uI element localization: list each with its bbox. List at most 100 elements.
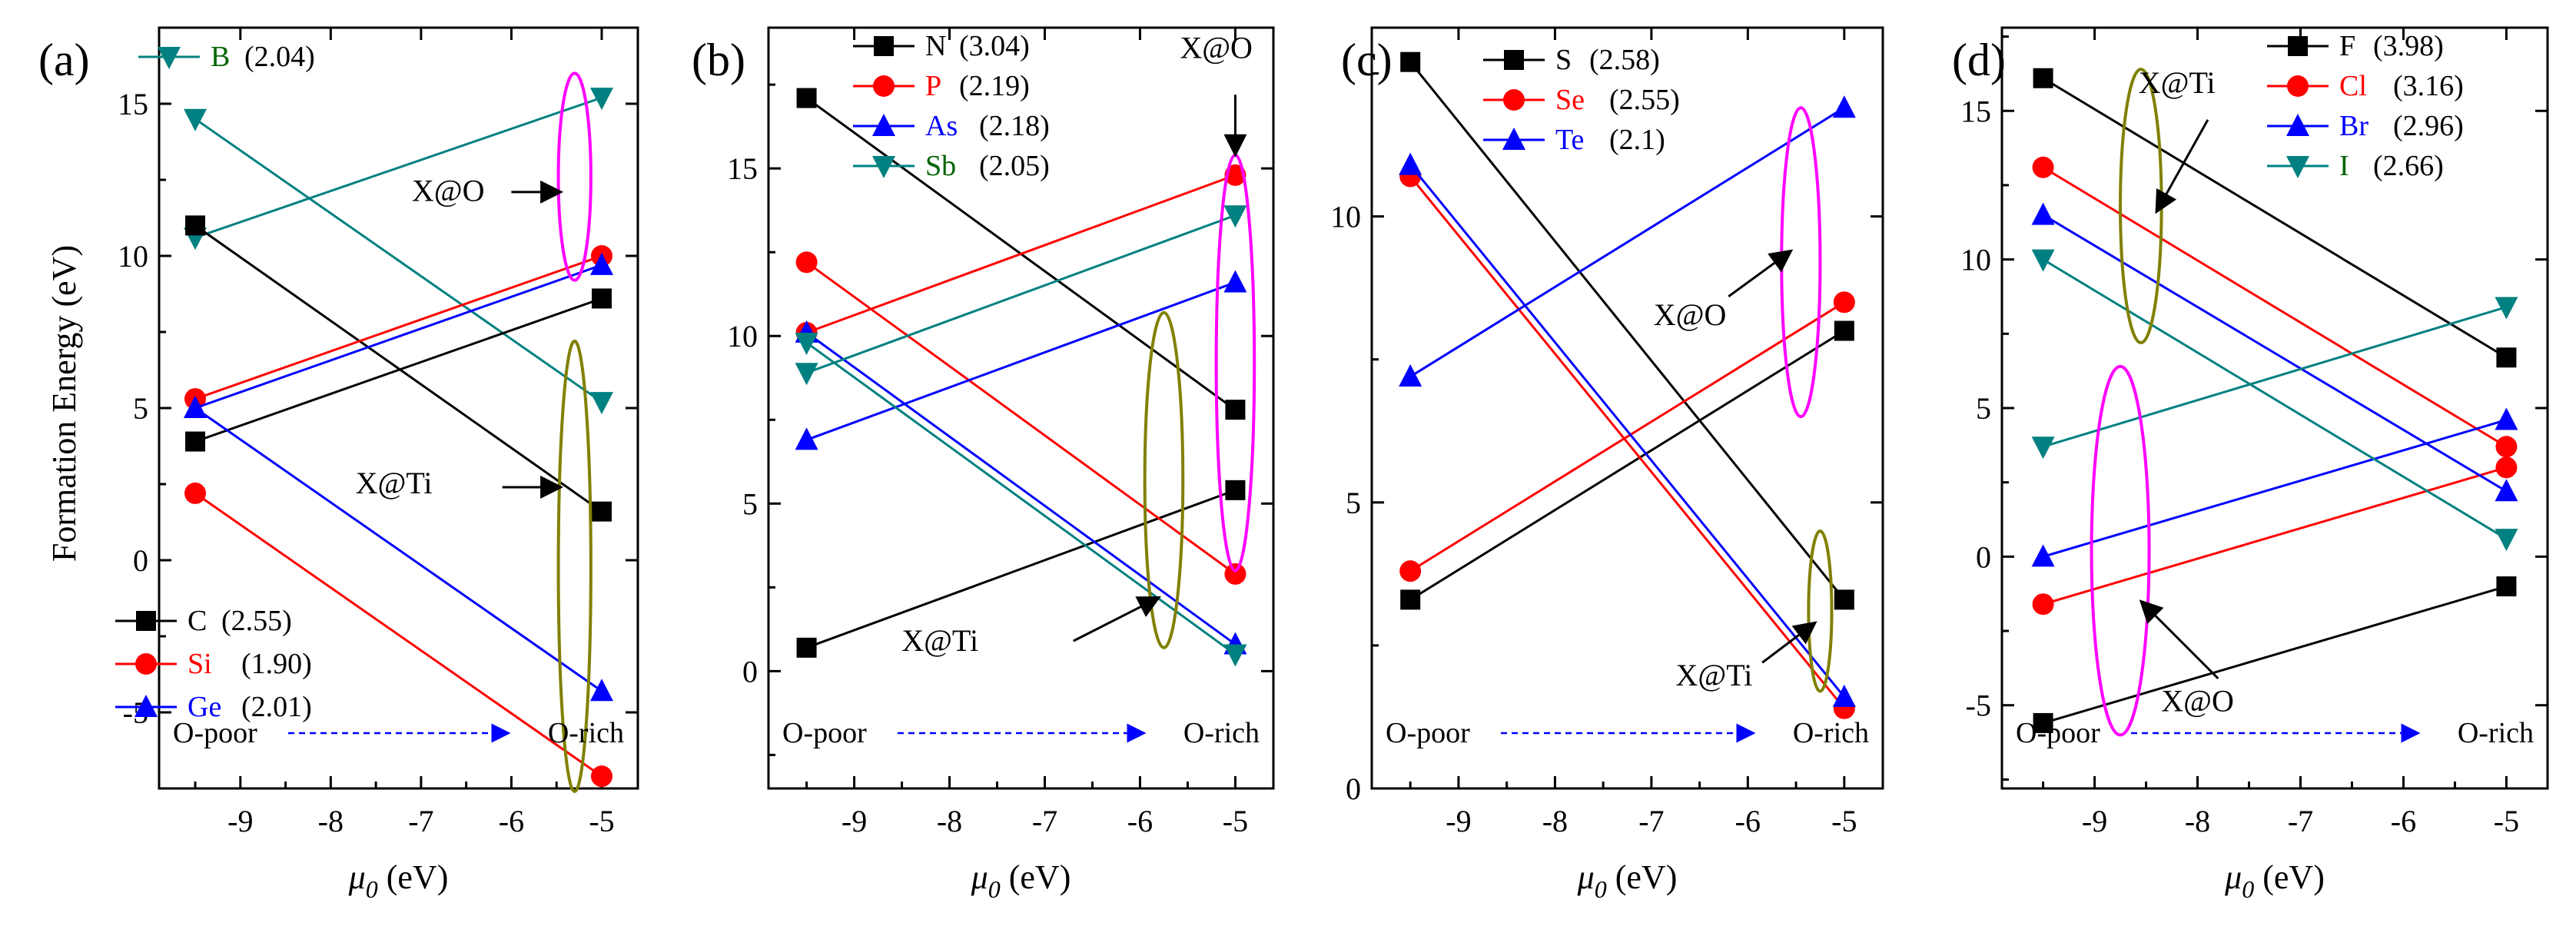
y-tick-label: 10 (1330, 200, 1361, 234)
legend-swatch-marker (873, 75, 895, 97)
data-point-c (591, 501, 612, 522)
legend-value: (2.58) (1589, 44, 1660, 76)
series-line-p (805, 261, 1237, 576)
data-point-br (2495, 479, 2518, 502)
plot-frame (1370, 26, 1884, 790)
x-tick-label: -9 (842, 804, 867, 838)
data-point-s (1400, 589, 1421, 610)
annotation-label: X@O (1180, 30, 1253, 65)
series-line-b (194, 118, 603, 403)
data-point-te (1832, 684, 1856, 707)
legend-name: Se (1555, 84, 1585, 116)
data-point-n (1225, 400, 1246, 420)
data-point-n (1225, 480, 1246, 500)
data-point-br (2031, 544, 2055, 567)
x-tick-label: -9 (1446, 804, 1471, 838)
x-tick-label: -9 (227, 804, 253, 838)
y-tick-label: 10 (1960, 243, 1991, 277)
series-line-f (2043, 585, 2507, 725)
y-tick-label: 15 (1960, 94, 1991, 128)
data-point-b (589, 88, 613, 111)
annotation-arrow (1761, 621, 1817, 664)
y-tick-label: 0 (1346, 772, 1361, 806)
x-axis-label-unit: (eV) (1001, 858, 1071, 896)
y-tick-label: 5 (1346, 486, 1361, 520)
legend-value: (2.05) (979, 150, 1050, 182)
annotation-arrow (2139, 599, 2219, 679)
series-line-br (2043, 419, 2507, 558)
annotation-ellipse (2090, 364, 2151, 737)
data-point-i (2031, 249, 2055, 272)
o-poor-label: O-poor (1386, 717, 1470, 749)
legend-value: (3.04) (959, 30, 1030, 62)
data-point-ge (184, 396, 207, 418)
series-line-f (2042, 77, 2508, 359)
series-line-sb (805, 341, 1237, 656)
legend-name: Br (2339, 110, 2369, 142)
x-tick-label: -8 (937, 804, 962, 838)
data-point-cl (2495, 456, 2518, 479)
legend-value: (1.90) (241, 648, 312, 680)
data-point-br (2495, 407, 2518, 430)
legend-name: I (2339, 150, 2349, 182)
legend-name: F (2339, 30, 2355, 62)
x-tick-label: -7 (408, 804, 433, 838)
plot-frame (767, 26, 1275, 790)
legend-name: Si (188, 648, 212, 680)
series-line-n (806, 489, 1236, 649)
data-point-si (184, 482, 207, 504)
o-poor-label: O-poor (2016, 717, 2100, 749)
x-tick-label: -5 (2494, 804, 2519, 838)
data-point-as (1223, 270, 1247, 293)
x-axis-label: μ0 (eV) (1577, 858, 1678, 903)
x-axis-label: μ0 (eV) (2224, 858, 2325, 903)
data-point-c (185, 215, 206, 236)
data-point-te (1399, 152, 1422, 175)
data-point-sb (1223, 205, 1247, 228)
data-point-c (591, 288, 612, 309)
data-point-n (796, 637, 817, 658)
series-line-br (2042, 214, 2508, 493)
x-tick-label: -7 (2288, 804, 2313, 838)
legend-name: B (211, 41, 230, 73)
x-tick-label: -6 (1127, 804, 1153, 838)
legend-value: (2.04) (244, 41, 315, 73)
legend-name: S (1555, 44, 1572, 76)
x-tick-label: -5 (1223, 804, 1248, 838)
y-tick-label: 10 (727, 319, 758, 353)
legend-name: N (925, 30, 946, 62)
legend-name: Ge (188, 691, 221, 723)
panel-label: (a) (38, 35, 90, 85)
x-tick-label: -6 (499, 804, 524, 838)
legend-swatch-marker (1502, 128, 1525, 150)
data-point-i (2031, 436, 2055, 460)
annotation-ellipse (1780, 106, 1822, 419)
legend-swatch-marker (136, 611, 156, 631)
x-axis-label-subscript: 0 (1595, 875, 1607, 903)
data-point-ge (589, 252, 613, 275)
o-rich-label: O-rich (548, 717, 624, 749)
x-axis-label: μ0 (eV) (971, 858, 1071, 903)
y-axis-label: Formation Energy (eV) (45, 245, 83, 562)
data-point-cl (2032, 156, 2054, 178)
annotation-label: X@O (2161, 683, 2234, 718)
y-tick-label: 5 (1976, 391, 1991, 426)
legend-name: As (925, 110, 958, 142)
data-point-cl (2495, 436, 2518, 458)
data-point-s (1400, 51, 1421, 72)
series-line-se (1409, 301, 1845, 573)
data-point-sb (795, 332, 818, 355)
legend-swatch-marker (1503, 89, 1525, 111)
panel-label: (b) (692, 35, 745, 85)
annotation-arrow (2155, 119, 2209, 214)
x-axis-label-unit: (eV) (2254, 858, 2325, 896)
o-rich-label: O-rich (1183, 717, 1260, 749)
legend-swatch-marker (2286, 156, 2309, 178)
data-point-f (2033, 68, 2053, 88)
series-line-b (194, 96, 603, 239)
data-point-p (1224, 164, 1247, 186)
x-tick-label: -6 (2391, 804, 2416, 838)
annotation-ellipse (2119, 68, 2163, 344)
o-rich-label: O-rich (2458, 717, 2534, 749)
